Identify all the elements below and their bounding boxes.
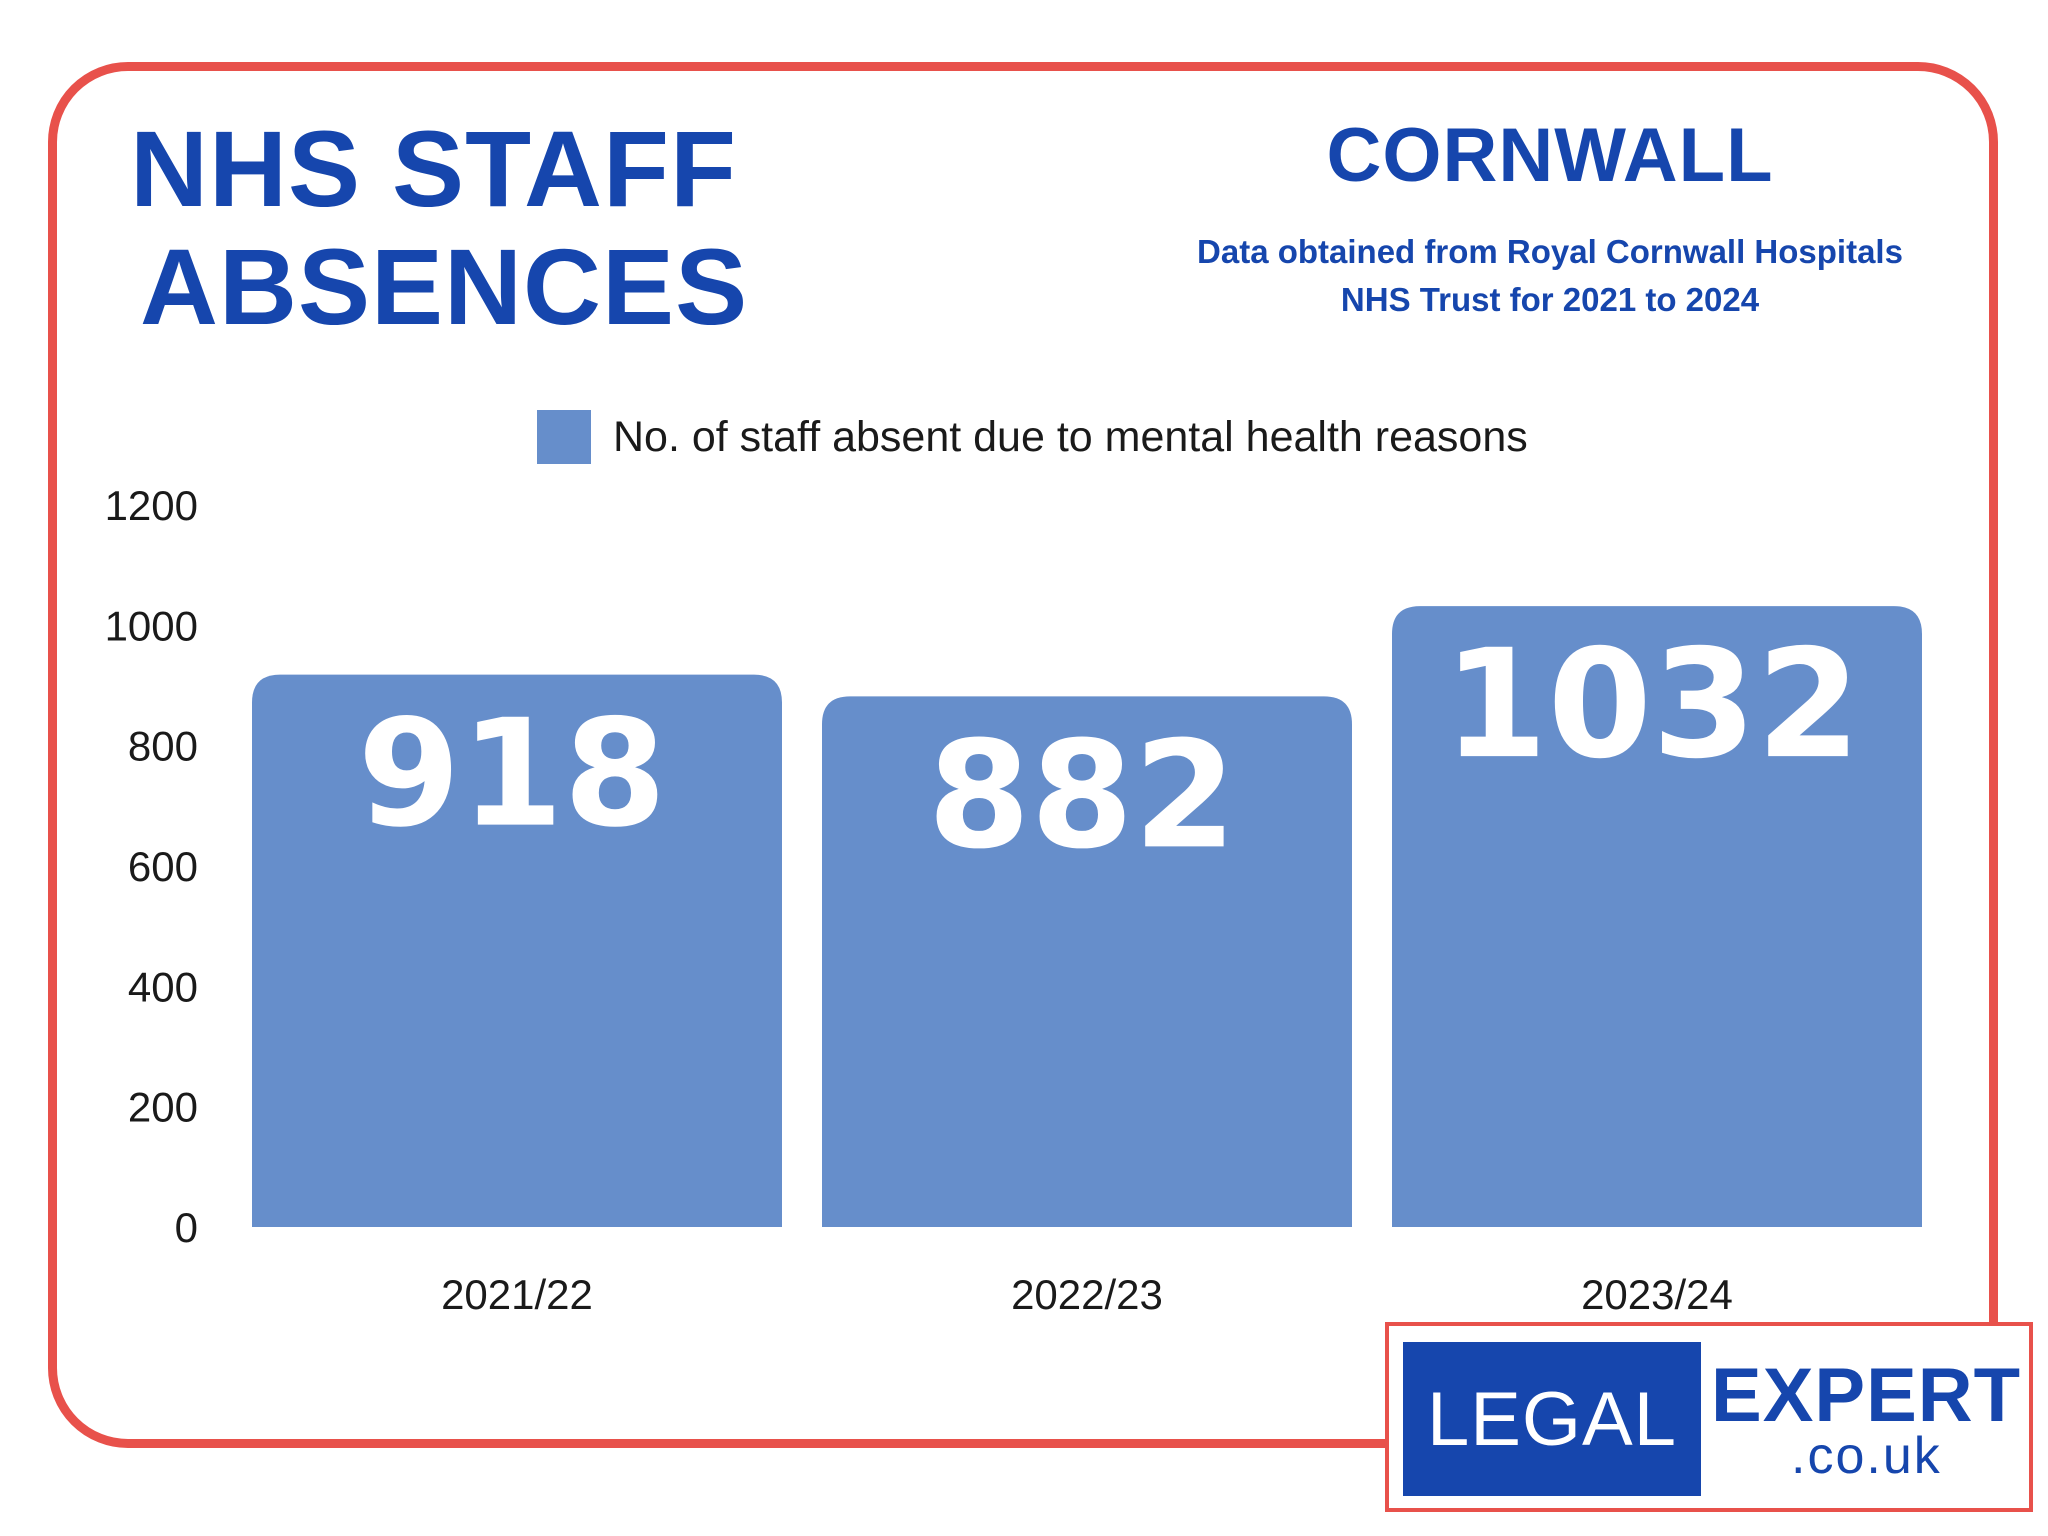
y-tick-label: 1000 xyxy=(105,602,198,649)
y-tick-label: 1200 xyxy=(105,482,198,529)
x-tick-label: 2023/24 xyxy=(1581,1271,1733,1318)
source-line-2: NHS Trust for 2021 to 2024 xyxy=(1340,281,1760,318)
bar-2022-23 xyxy=(822,696,1352,1227)
bar-2021-22 xyxy=(252,674,782,1227)
title-line-1: NHS STAFF xyxy=(130,108,737,229)
x-tick-label: 2022/23 xyxy=(1011,1271,1163,1318)
card-frame xyxy=(48,62,1998,1448)
page-title: NHS STAFF ABSENCES xyxy=(130,110,750,346)
legend-label: No. of staff absent due to mental health… xyxy=(613,412,1528,461)
data-source-note: Data obtained from Royal Cornwall Hospit… xyxy=(1120,228,1980,324)
logo-word-legal: LEGAL xyxy=(1426,1376,1678,1462)
y-tick-label: 0 xyxy=(175,1204,198,1251)
bar-2023-24 xyxy=(1392,606,1922,1227)
title-line-2: ABSENCES xyxy=(140,226,749,347)
logo-blue-block: LEGAL xyxy=(1403,1342,1701,1496)
source-line-1: Data obtained from Royal Cornwall Hospit… xyxy=(1197,233,1903,270)
x-tick-label: 2021/22 xyxy=(441,1271,593,1318)
region-title: CORNWALL xyxy=(1326,113,1774,198)
chart-legend: No. of staff absent due to mental health… xyxy=(537,410,1528,464)
logo-word-domain: .co.uk xyxy=(1791,1427,1942,1485)
y-tick-label: 800 xyxy=(128,723,198,770)
y-tick-label: 400 xyxy=(128,963,198,1010)
y-tick-label: 600 xyxy=(128,843,198,890)
legend-swatch xyxy=(537,410,591,464)
bar-value-label: 882 xyxy=(928,709,1237,881)
logo-word-expert: EXPERT xyxy=(1711,1353,2022,1438)
y-tick-label: 200 xyxy=(128,1084,198,1131)
bar-value-label: 918 xyxy=(358,688,667,860)
legal-expert-logo: LEGAL EXPERT .co.uk xyxy=(1385,1322,2033,1512)
bar-value-label: 1032 xyxy=(1443,618,1860,792)
